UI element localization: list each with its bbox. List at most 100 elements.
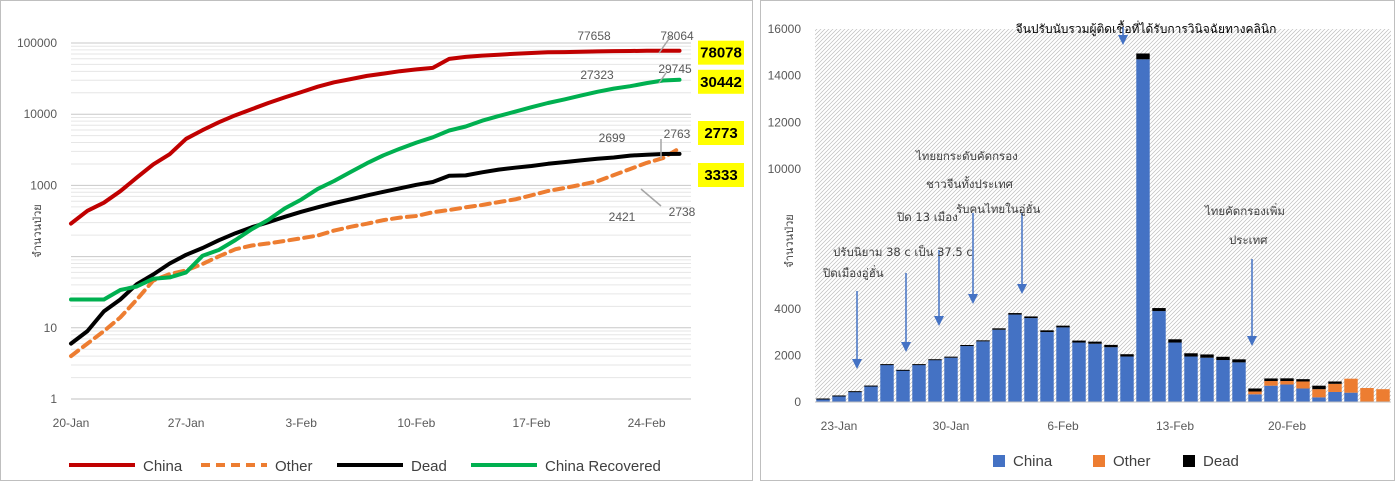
y-tick-label: 10000 [768,162,802,176]
bar-dead [976,340,990,342]
y-tick-label: 0 [794,395,801,409]
y-tick-label: 14000 [768,69,802,83]
data-label: 29745 [658,62,692,76]
bar-dead [1328,381,1342,384]
data-label: 2421 [609,210,636,224]
bar-chart-panel: 0 2000 4000 10000 12000 14000 16000 จำนวนป่วย 23… [760,0,1395,481]
bar-dead [960,345,974,347]
annotation-arrowhead [852,359,862,369]
y-tick-label: 4000 [774,302,801,316]
bar-dead [1056,325,1070,328]
bar-dead [1168,339,1182,343]
plot-area-background [815,29,1391,402]
bar-china [1088,343,1102,402]
annotation-arrowhead [1118,35,1128,45]
bar-china [1072,342,1086,402]
highlight-box [698,163,744,187]
bar-dead [1072,340,1086,343]
bar-china [1024,318,1038,402]
legend-label: China [143,458,183,475]
bar-dead [848,391,862,393]
highlight-value: 30442 [700,74,742,91]
event-annotation: ประเทศ [1229,233,1268,247]
line-chart-panel: 1 10 1000 10000 100000 20-Jan 27-Jan 3-Feb 10-Fe… [0,0,753,481]
data-label: 2738 [669,205,696,219]
x-tick-label: 23-Jan [821,419,858,433]
bar-dead [992,328,1006,330]
bar-dead [1152,308,1166,312]
bar-dead [944,356,958,358]
x-tick-label: 20-Jan [53,416,90,430]
bar-other [1280,381,1294,385]
event-annotation: ไทยคัดกรองเพิ่ม [1204,203,1285,218]
bar-china [1280,384,1294,402]
bar-china [992,329,1006,402]
bar-china [960,346,974,402]
bar-dead [928,359,942,361]
bar-other [1312,389,1326,398]
event-annotation: ปรับนิยาม 38 c เป็น 37.5 c [833,244,973,259]
bar-china [1264,385,1278,402]
bar-dead [1120,354,1134,357]
bar-china [1232,362,1246,402]
event-annotation: ชาวจีนทั้งประเทศ [926,176,1014,191]
bar-china [1056,327,1070,402]
bar-china [1216,360,1230,402]
annotation-arrowhead [1017,284,1027,294]
y-tick-label: 1 [50,392,57,406]
bar-china [1152,311,1166,402]
highlight-value: 2773 [704,125,737,142]
y-tick-label: 10000 [24,107,58,121]
data-label: 2699 [599,131,626,145]
y-tick-label: 12000 [768,115,802,129]
bar-dead [880,364,894,366]
y-tick-label: 2000 [774,348,801,362]
data-label-leader [658,35,672,54]
bar-dead [1280,378,1294,382]
bar-dead [1200,354,1214,358]
legend-swatch [1093,455,1105,467]
legend-label: China [1013,453,1053,470]
x-tick-label: 10-Feb [397,416,435,430]
bar-dead [816,398,830,400]
series-line-dead [69,151,682,346]
bar-china [1120,356,1134,402]
bar-other [1296,381,1310,389]
event-annotation: ปิดเมืองอู่ฮั่น [822,265,884,280]
x-tick-label: 27-Jan [168,416,205,430]
bar-dead [1296,379,1310,382]
event-annotation: ไทยยกระดับคัดกรอง [915,149,1018,163]
highlight-box [698,40,744,65]
bar-china [944,357,958,402]
series-line-china-recovered [69,77,682,302]
y-tick-label: 16000 [768,22,802,36]
bar-china [1040,332,1054,402]
bar-china [832,395,846,402]
x-tick-label: 6-Feb [1047,419,1079,433]
data-label: 2763 [664,127,691,141]
data-label: 78064 [660,29,694,43]
series-line-other [69,146,682,359]
bar-dead [1008,313,1022,315]
data-label: 77658 [577,29,611,43]
x-tick-label: 30-Jan [933,419,970,433]
x-tick-label: 24-Feb [628,416,666,430]
bar-chart: 0 2000 4000 10000 12000 14000 16000 จำนวนป่วย 23… [768,20,1391,470]
x-tick-label: 20-Feb [1268,419,1306,433]
bar-china [1312,397,1326,402]
bar-dead [1232,359,1246,363]
highlight-value: 78078 [700,45,742,62]
bar-china [1296,388,1310,402]
series-line-china [69,48,682,226]
bar-other [1248,391,1262,395]
legend-label: Dead [411,458,447,475]
bar-other [1264,381,1278,386]
bar-dead [896,369,910,371]
data-label-leader [640,188,662,207]
event-annotation: ปิด 13 เมือง [896,210,958,224]
y-tick-label: 100000 [17,36,57,50]
x-tick-label: 17-Feb [512,416,550,430]
y-tick-label: 1000 [30,178,57,192]
bar-china [1344,392,1358,402]
legend-label: Dead [1203,453,1239,470]
